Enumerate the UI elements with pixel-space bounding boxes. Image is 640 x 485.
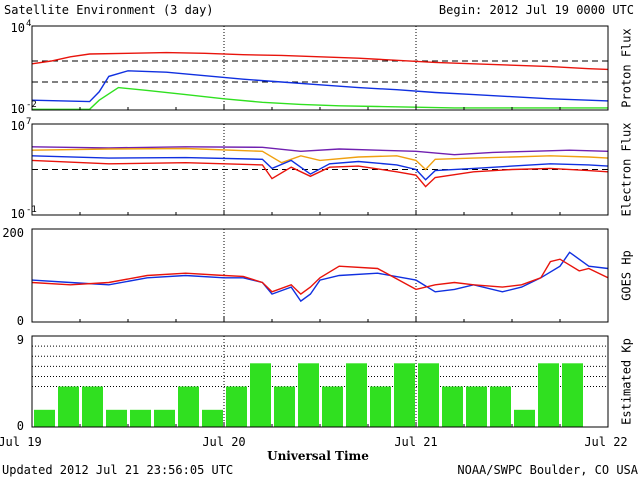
electron-series-purple	[31, 146, 609, 156]
proton-y-tick-exp-1: -2	[26, 100, 37, 110]
x-tick-0: Jul 19	[0, 435, 42, 449]
kp-bar	[442, 386, 463, 427]
kp-bar	[250, 363, 271, 427]
proton-series-red	[31, 51, 609, 71]
x-tick-3: Jul 22	[584, 435, 627, 449]
electron-series-red	[31, 159, 609, 188]
kp-y-tick-1: 0	[17, 419, 24, 433]
goes_hp-y-tick-0: 200	[2, 226, 24, 240]
goes_hp-panel	[31, 228, 609, 323]
kp-y-tick-0: 9	[17, 333, 24, 347]
electron-series-blue	[31, 155, 609, 181]
kp-bar	[562, 363, 583, 427]
electron-series-orange	[31, 147, 609, 171]
kp-bar	[82, 386, 103, 427]
kp-bar	[226, 386, 247, 427]
kp-bar	[34, 409, 55, 427]
x-axis-title: Universal Time	[267, 449, 369, 463]
electron-panel	[31, 123, 609, 216]
chart-title: Satellite Environment (3 day)	[4, 3, 214, 17]
proton-y-tick-exp-0: 4	[26, 19, 31, 29]
electron-y-tick-1: 10	[11, 207, 25, 221]
kp-bar	[394, 363, 415, 427]
proton-series-blue	[31, 70, 609, 103]
proton-series-green	[32, 86, 608, 111]
x-tick-2: Jul 21	[394, 435, 437, 449]
credit: NOAA/SWPC Boulder, CO USA	[457, 463, 638, 477]
kp-panel	[31, 335, 609, 428]
kp-bar	[298, 363, 319, 427]
kp-bar	[418, 363, 439, 427]
begin-time: Begin: 2012 Jul 19 0000 UTC	[439, 3, 634, 17]
kp-bar	[106, 409, 127, 427]
proton-y-label: Proton Flux	[620, 28, 634, 107]
kp-bar	[466, 386, 487, 427]
kp-bar	[514, 409, 535, 427]
kp-bar	[274, 386, 295, 427]
kp-bar	[58, 386, 79, 427]
electron-y-tick-exp-1: -1	[26, 205, 37, 215]
electron-y-tick-0: 10	[11, 119, 25, 133]
proton-y-tick-0: 10	[11, 21, 25, 35]
kp-bar	[490, 386, 511, 427]
kp-bar	[154, 409, 175, 427]
goes_hp-frame	[31, 228, 609, 323]
kp-y-label: Estimated Kp	[620, 338, 634, 425]
goes_hp-y-tick-1: 0	[17, 314, 24, 328]
kp-bar	[322, 386, 343, 427]
kp-bar	[178, 386, 199, 427]
electron-y-label: Electron Flux	[620, 123, 634, 217]
proton-panel	[31, 25, 609, 111]
kp-bar	[370, 386, 391, 427]
kp-bar	[538, 363, 559, 427]
goes_hp-series-blue	[31, 251, 609, 303]
kp-bar	[130, 409, 151, 427]
kp-bar	[346, 363, 367, 427]
goes_hp-series-red	[31, 258, 609, 296]
goes_hp-y-label: GOES Hp	[620, 250, 634, 301]
x-tick-1: Jul 20	[202, 435, 245, 449]
electron-y-tick-exp-0: 7	[26, 117, 31, 127]
kp-bar	[202, 409, 223, 427]
proton-y-tick-1: 10	[11, 102, 25, 116]
updated-time: Updated 2012 Jul 21 23:56:05 UTC	[2, 463, 233, 477]
